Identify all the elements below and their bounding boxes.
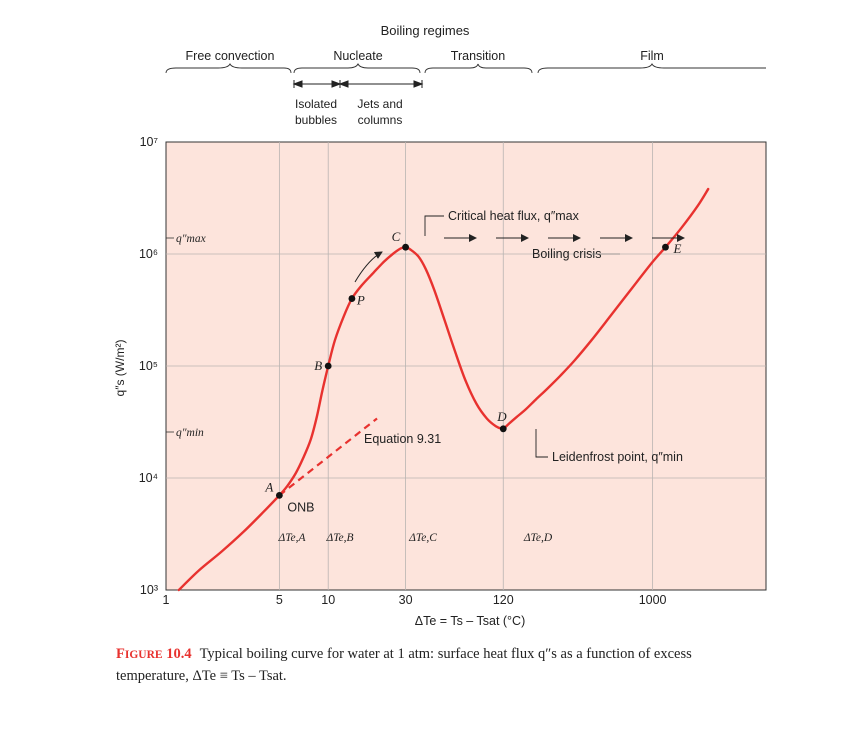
subregime-jets-line1: Jets and xyxy=(357,97,402,111)
curve-point-a xyxy=(275,491,283,499)
figure-caption: FIGURE 10.4 Typical boiling curve for wat… xyxy=(116,644,766,687)
equation-9-31-dashed-line xyxy=(278,417,378,497)
onb-label: ONB xyxy=(287,500,314,514)
subregime-isolated-line2: bubbles xyxy=(295,113,337,127)
curve-points: A ONB B P C D E xyxy=(264,229,681,514)
curve-point-e xyxy=(662,243,669,251)
figure-label-initial: F xyxy=(116,646,125,662)
y-tick-label: 10⁵ xyxy=(139,359,158,373)
dte-a-label: ΔTe,A xyxy=(277,532,306,544)
leidenfrost-leader xyxy=(535,429,548,458)
curve-point-p xyxy=(348,295,356,302)
leidenfrost-label: Leidenfrost point, q″min xyxy=(552,450,683,464)
axis-ticks: 1 5 10 30 120 1000 10³ 10⁴ 10⁵ 10⁶ 10⁷ xyxy=(139,135,667,607)
qmin-label: q″min xyxy=(176,427,204,439)
x-tick-label: 30 xyxy=(399,593,413,607)
curve-point-b xyxy=(324,362,332,370)
dte-c-label: ΔTe,C xyxy=(408,532,437,544)
curve-point-label: B xyxy=(314,358,322,373)
curve-point-c xyxy=(402,243,409,251)
boiling-crisis-label: Boiling crisis xyxy=(532,247,601,261)
y-tick-label: 10⁷ xyxy=(140,135,159,149)
curve-point-d xyxy=(499,425,507,433)
gridlines xyxy=(166,142,766,590)
subregime-arrows xyxy=(292,80,424,88)
subregime-jets-line2: columns xyxy=(358,113,403,127)
regime-nucleate: Nucleate xyxy=(333,49,382,63)
chf-label: Critical heat flux, q″max xyxy=(448,209,580,223)
x-tick-label: 1000 xyxy=(639,593,667,607)
caption-text: Typical boiling curve for water at 1 atm… xyxy=(116,646,692,684)
curve-point-label: A xyxy=(264,479,273,494)
boiling-curve-line xyxy=(177,187,710,592)
chf-leader xyxy=(424,215,444,236)
regime-braces xyxy=(165,62,766,74)
curve-point-label: C xyxy=(392,229,401,244)
figure-label-rest: IGURE xyxy=(124,649,163,661)
nucleate-arrow xyxy=(354,251,383,283)
curve-point-label: P xyxy=(356,293,365,308)
chart-title: Boiling regimes xyxy=(381,23,470,38)
curve-point-label: E xyxy=(672,241,681,256)
qmax-label: q″max xyxy=(176,233,207,245)
dte-d-label: ΔTe,D xyxy=(523,532,553,544)
x-axis-label: ΔTe = Ts – Tsat (°C) xyxy=(415,614,526,628)
figure-num: 10.4 xyxy=(166,646,192,662)
subregime-isolated-line1: Isolated xyxy=(295,97,337,111)
y-tick-label: 10³ xyxy=(140,583,158,597)
y-tick-label: 10⁶ xyxy=(139,247,158,261)
x-tick-label: 5 xyxy=(276,593,283,607)
curve-point-label: D xyxy=(496,409,507,424)
x-tick-label: 1 xyxy=(163,593,170,607)
figure-number: FIGURE 10.4 xyxy=(116,646,192,662)
regime-transition: Transition xyxy=(451,49,505,63)
equation-label: Equation 9.31 xyxy=(364,432,441,446)
dte-b-label: ΔTe,B xyxy=(325,532,353,544)
y-tick-label: 10⁴ xyxy=(139,471,158,485)
y-axis-label: q″s (W/m²) xyxy=(113,340,127,397)
boiling-curve-chart: 1 5 10 30 120 1000 10³ 10⁴ 10⁵ 10⁶ 10⁷ Boiling reg… xyxy=(113,23,767,628)
regime-free-convection: Free convection xyxy=(186,49,275,63)
x-tick-label: 10 xyxy=(321,593,335,607)
regime-film: Film xyxy=(640,49,664,63)
x-tick-label: 120 xyxy=(493,593,514,607)
